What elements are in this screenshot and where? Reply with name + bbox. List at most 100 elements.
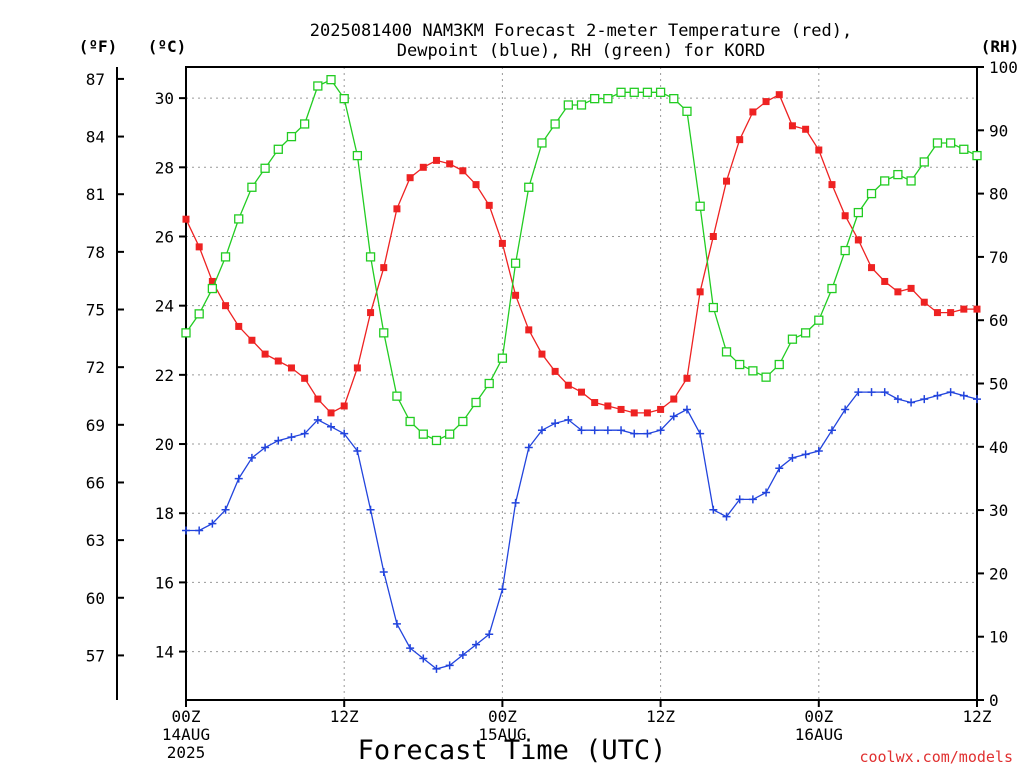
rh-point	[959, 144, 969, 154]
temperature-point	[881, 277, 889, 285]
rh-point	[392, 391, 402, 401]
temperature-point	[525, 326, 533, 334]
rh-point	[352, 150, 363, 161]
dewpoint-point	[630, 429, 639, 438]
rh-line	[185, 78, 978, 442]
temperature-point	[446, 160, 454, 168]
rh-tick-label: 80	[989, 185, 1008, 204]
fahrenheit-tick-label: 72	[86, 358, 105, 377]
rh-point	[524, 182, 534, 192]
rh-tick-label: 0	[989, 691, 999, 710]
rh-point	[880, 176, 890, 186]
dewpoint-point	[432, 664, 441, 673]
rh-point	[299, 119, 310, 129]
dewpoint-point	[182, 526, 190, 535]
dewpoint-point	[603, 426, 612, 435]
credit-label: coolwx.com/models	[859, 748, 1013, 766]
celsius-tick-label: 14	[155, 643, 174, 662]
temperature-point	[248, 336, 256, 344]
dewpoint-point	[274, 436, 283, 445]
rh-point	[748, 366, 758, 376]
dewpoint-point	[261, 443, 270, 452]
x-tick-label: 16AUG	[795, 725, 843, 744]
temperature-point	[907, 284, 915, 292]
rh-tick-label: 90	[989, 121, 1008, 140]
rh-point	[339, 94, 349, 104]
dewpoint-point	[722, 512, 731, 521]
rh-point	[682, 106, 692, 116]
dewpoint-point	[537, 426, 546, 435]
x-tick-label: 12Z	[963, 707, 992, 726]
temperature-point	[432, 156, 440, 164]
dewpoint-point	[234, 474, 243, 483]
temperature-point	[274, 357, 282, 365]
fahrenheit-tick-label: 63	[86, 531, 105, 550]
rh-point	[194, 309, 204, 319]
fahrenheit-tick-label: 60	[86, 589, 105, 608]
temperature-point	[841, 212, 849, 220]
rh-point	[207, 283, 218, 294]
rh-point	[234, 214, 244, 224]
temperature-point	[195, 243, 203, 251]
rh-tick-label: 10	[989, 628, 1008, 647]
dewpoint-point	[590, 426, 599, 435]
temperature-point	[235, 322, 243, 330]
dewpoint-point	[973, 395, 981, 404]
dewpoint-point	[485, 630, 494, 639]
temperature-point	[696, 288, 704, 296]
dewpoint-point	[775, 464, 784, 473]
rh-point	[945, 138, 956, 148]
rh-tick-label: 100	[989, 58, 1018, 77]
dewpoint-point	[946, 388, 955, 397]
temperature-line	[185, 93, 977, 414]
dewpoint-point	[327, 422, 336, 431]
rh-point	[550, 119, 560, 129]
dewpoint-point	[366, 505, 375, 514]
temperature-point	[683, 374, 691, 382]
temperature-point	[380, 264, 388, 272]
temperature-point	[314, 395, 322, 403]
rh-point	[669, 94, 679, 104]
dewpoint-point	[933, 391, 942, 400]
temperature-point	[512, 291, 520, 299]
dewpoint-point	[195, 526, 204, 535]
axes: 57 60 63 66 69 72 75 78 81 84 87 14 16 18 20 22 24 26 28 30…	[86, 58, 1018, 762]
rh-point	[431, 435, 442, 446]
temperature-point	[868, 264, 876, 272]
celsius-tick-label: 28	[155, 158, 174, 177]
temperature-point	[736, 136, 744, 144]
dewpoint-point	[696, 429, 705, 438]
fahrenheit-tick-label: 84	[86, 128, 105, 147]
rh-point	[866, 188, 877, 199]
rh-point	[247, 182, 257, 192]
chart-title-line-2: Dewpoint (blue), RH (green) for KORD	[397, 41, 765, 61]
rh-unit-label: (RH)	[981, 37, 1020, 56]
rh-tick-label: 50	[989, 375, 1008, 394]
rh-point	[379, 328, 389, 338]
dewpoint-point	[300, 429, 309, 438]
rh-point	[774, 359, 784, 370]
fahrenheit-tick-label: 75	[86, 301, 105, 320]
dewpoint-point	[419, 654, 428, 663]
dewpoint-point	[379, 568, 388, 577]
rh-point	[919, 157, 929, 167]
rh-tick-label: 30	[989, 501, 1008, 520]
temperature-point	[815, 146, 823, 154]
rh-point	[735, 359, 745, 370]
temperature-series	[182, 91, 981, 417]
rh-point	[655, 87, 666, 97]
dewpoint-point	[880, 388, 889, 397]
temperature-point	[709, 232, 717, 240]
rh-point	[220, 252, 231, 262]
x-tick-label: 14AUG	[162, 725, 210, 744]
temperature-point	[604, 402, 612, 410]
dewpoint-point	[313, 415, 322, 424]
dewpoint-point	[340, 429, 349, 438]
rh-point	[932, 138, 943, 148]
dewpoint-point	[959, 391, 968, 400]
dewpoint-point	[392, 619, 401, 628]
temperature-point	[340, 402, 348, 410]
fahrenheit-tick-label: 69	[86, 416, 105, 435]
temperature-point	[564, 381, 572, 389]
rh-point	[827, 283, 837, 294]
